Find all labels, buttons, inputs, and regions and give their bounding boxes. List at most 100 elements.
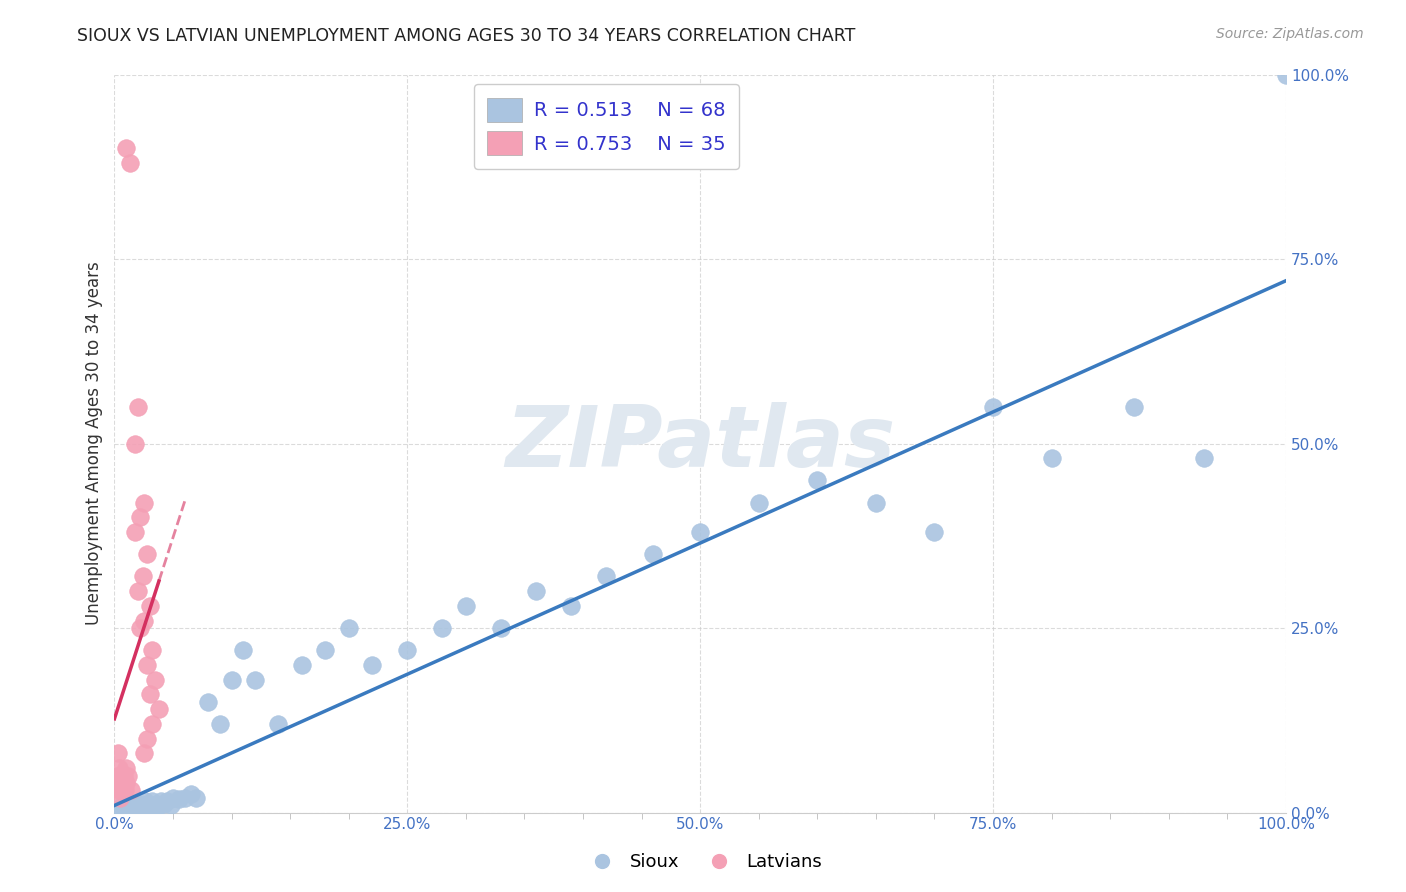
Point: [117, 799, 139, 814]
Point: [136, 798, 159, 813]
Point: [243, 673, 266, 687]
Point: [141, 643, 163, 657]
Legend: Sioux, Latvians: Sioux, Latvians: [578, 847, 828, 879]
Point: [132, 614, 155, 628]
Point: [115, 800, 138, 814]
Point: [150, 795, 173, 809]
Point: [432, 621, 454, 635]
Point: [122, 798, 145, 813]
Point: [121, 799, 143, 814]
Point: [124, 436, 146, 450]
Point: [156, 795, 179, 809]
Point: [232, 643, 254, 657]
Point: [114, 798, 136, 813]
Point: [124, 525, 146, 540]
Point: [136, 731, 159, 746]
Point: [132, 798, 155, 813]
Point: [167, 792, 190, 806]
Point: [152, 797, 174, 811]
Point: [806, 474, 828, 488]
Point: [117, 769, 139, 783]
Point: [180, 787, 202, 801]
Point: [981, 400, 1004, 414]
Text: SIOUX VS LATVIAN UNEMPLOYMENT AMONG AGES 30 TO 34 YEARS CORRELATION CHART: SIOUX VS LATVIAN UNEMPLOYMENT AMONG AGES…: [77, 27, 856, 45]
Point: [361, 657, 384, 672]
Point: [267, 717, 290, 731]
Y-axis label: Unemployment Among Ages 30 to 34 years: Unemployment Among Ages 30 to 34 years: [86, 261, 103, 625]
Point: [110, 790, 132, 805]
Point: [134, 795, 156, 809]
Point: [111, 776, 134, 790]
Legend: R = 0.513    N = 68, R = 0.753    N = 35: R = 0.513 N = 68, R = 0.753 N = 35: [474, 84, 740, 169]
Point: [114, 783, 136, 797]
Point: [129, 799, 152, 814]
Point: [141, 795, 163, 809]
Point: [129, 510, 152, 524]
Point: [127, 798, 149, 813]
Text: Source: ZipAtlas.com: Source: ZipAtlas.com: [1216, 27, 1364, 41]
Point: [138, 802, 160, 816]
Point: [121, 802, 143, 816]
Point: [924, 525, 946, 540]
Point: [118, 798, 141, 813]
Point: [489, 621, 512, 635]
Point: [1275, 68, 1298, 82]
Point: [145, 673, 167, 687]
Point: [208, 717, 231, 731]
Point: [115, 141, 138, 155]
Point: [127, 400, 149, 414]
Point: [197, 695, 219, 709]
Point: [524, 584, 547, 599]
Point: [124, 802, 146, 816]
Point: [145, 799, 167, 814]
Point: [314, 643, 336, 657]
Point: [124, 802, 146, 816]
Point: [159, 798, 181, 813]
Point: [108, 761, 131, 775]
Point: [186, 790, 208, 805]
Point: [107, 747, 129, 761]
Point: [115, 802, 138, 816]
Point: [138, 599, 160, 613]
Point: [127, 802, 149, 816]
Point: [112, 769, 135, 783]
Point: [110, 776, 132, 790]
Point: [221, 673, 243, 687]
Point: [110, 783, 132, 797]
Point: [110, 799, 132, 814]
Point: [129, 621, 152, 635]
Point: [643, 547, 665, 561]
Point: [138, 798, 160, 813]
Point: [337, 621, 360, 635]
Point: [108, 783, 131, 797]
Point: [132, 495, 155, 509]
Point: [127, 797, 149, 811]
Point: [136, 547, 159, 561]
Point: [865, 495, 887, 509]
Point: [136, 657, 159, 672]
Point: [148, 798, 170, 813]
Point: [595, 569, 617, 583]
Point: [125, 799, 148, 814]
Point: [107, 776, 129, 790]
Point: [120, 783, 142, 797]
Point: [105, 769, 128, 783]
Point: [115, 776, 138, 790]
Point: [1122, 400, 1144, 414]
Point: [127, 584, 149, 599]
Point: [124, 798, 146, 813]
Point: [138, 688, 160, 702]
Point: [112, 802, 135, 816]
Point: [115, 761, 138, 775]
Text: ZIPatlas: ZIPatlas: [505, 402, 896, 485]
Point: [560, 599, 582, 613]
Point: [131, 802, 153, 816]
Point: [1192, 451, 1215, 466]
Point: [748, 495, 770, 509]
Point: [141, 717, 163, 731]
Point: [454, 599, 477, 613]
Point: [111, 798, 134, 813]
Point: [131, 569, 153, 583]
Point: [143, 798, 166, 813]
Point: [115, 798, 138, 813]
